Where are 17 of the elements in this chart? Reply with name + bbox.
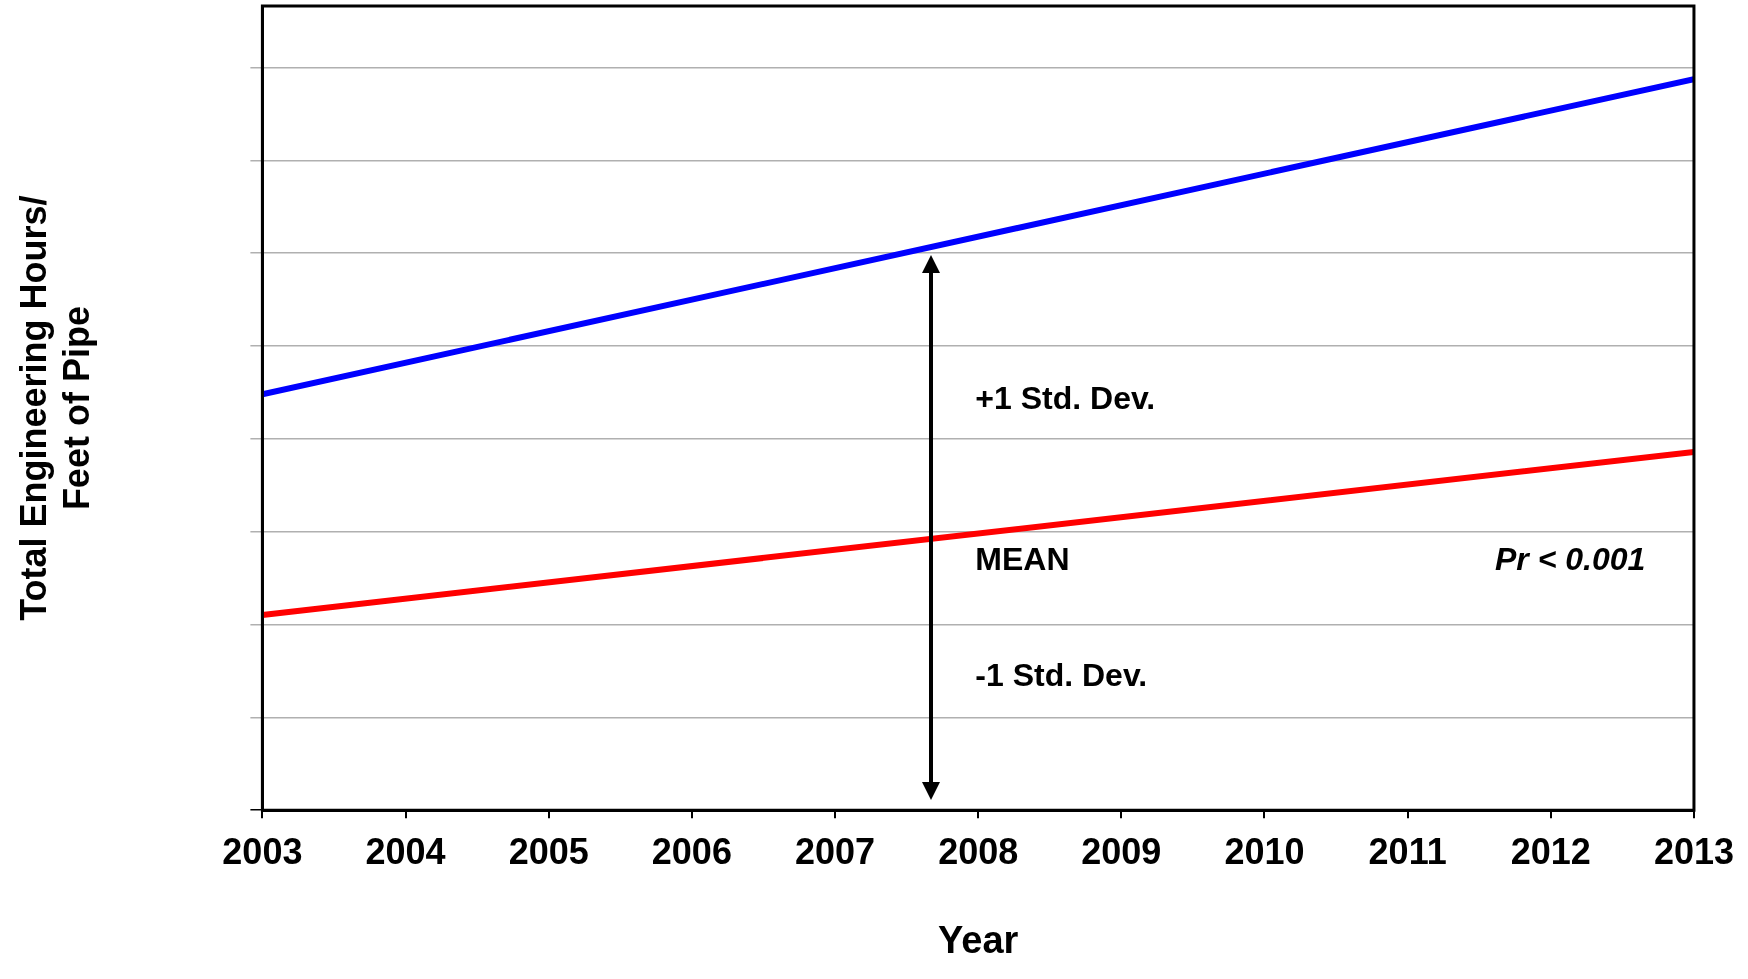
x-tick-label: 2010 — [1224, 830, 1305, 872]
x-axis-title: Year — [938, 918, 1019, 961]
x-tick-label: 2012 — [1510, 830, 1591, 872]
y-axis-title: Total Engineering Hours/ Feet of Pipe — [12, 195, 97, 621]
x-tick-label: 2007 — [794, 830, 876, 872]
x-tick-label: 2005 — [508, 830, 589, 872]
x-tick-label: 2013 — [1653, 830, 1734, 872]
annotation: Pr < 0.001 — [1494, 540, 1646, 577]
annotation: +1 Std. Dev. — [975, 379, 1156, 416]
x-tick-label: 2003 — [222, 830, 303, 872]
x-tick-label: 2008 — [938, 830, 1019, 872]
x-tick-label: 2004 — [365, 830, 446, 872]
x-tick-label: 2011 — [1368, 830, 1447, 872]
x-tick-label: 2009 — [1081, 830, 1162, 872]
annotation: -1 Std. Dev. — [975, 657, 1148, 694]
annotation: MEAN — [975, 540, 1070, 577]
x-tick-label: 2006 — [651, 830, 732, 872]
